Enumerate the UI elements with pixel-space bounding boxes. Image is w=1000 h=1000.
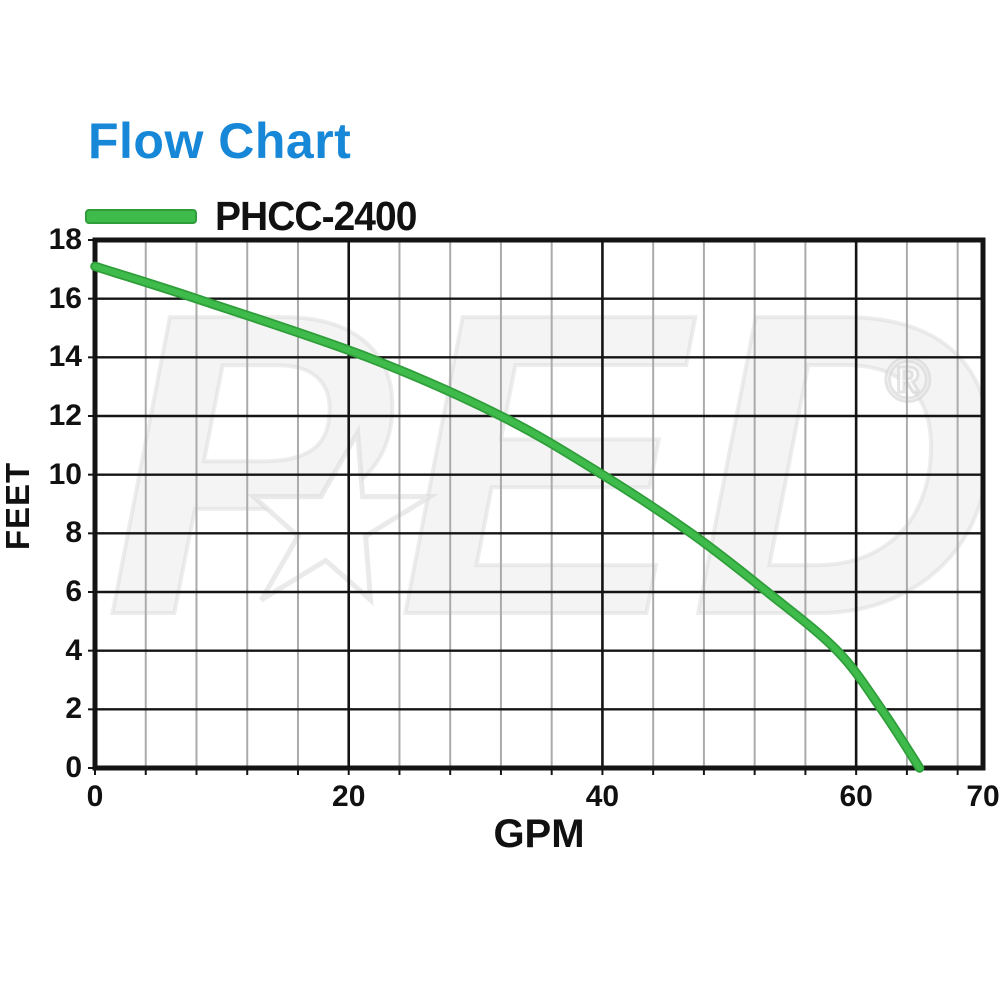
y-tick-label: 16 — [48, 281, 82, 315]
y-tick-label: 12 — [48, 399, 82, 432]
y-axis-title: FEET — [0, 461, 36, 551]
legend: PHCC-2400 — [85, 192, 427, 239]
y-tick-label: 4 — [65, 633, 82, 667]
y-tick-label: 6 — [65, 575, 82, 608]
y-tick-label: 10 — [48, 457, 82, 491]
plot-border — [92, 237, 986, 771]
chart-title: Flow Chart — [88, 113, 352, 169]
x-tick-label: 20 — [332, 780, 366, 813]
pump-curve — [92, 263, 923, 771]
y-tick-label: 2 — [65, 692, 82, 726]
y-tick-label: 8 — [65, 516, 82, 550]
legend-series-swatch-icon — [85, 208, 197, 224]
y-tick-label: 18 — [48, 223, 82, 256]
plot-area — [88, 237, 986, 775]
y-tick-label: 14 — [48, 340, 82, 374]
x-tick-label: 0 — [86, 780, 104, 813]
pump-curve-outline — [90, 261, 925, 773]
x-tick-label: 60 — [839, 780, 873, 813]
x-tick-label: 40 — [585, 780, 620, 813]
y-tick-label: 0 — [65, 751, 82, 784]
legend-series-label: PHCC-2400 — [215, 192, 417, 239]
x-tick-label: 70 — [966, 780, 1000, 813]
x-axis-title: GPM — [493, 812, 585, 856]
